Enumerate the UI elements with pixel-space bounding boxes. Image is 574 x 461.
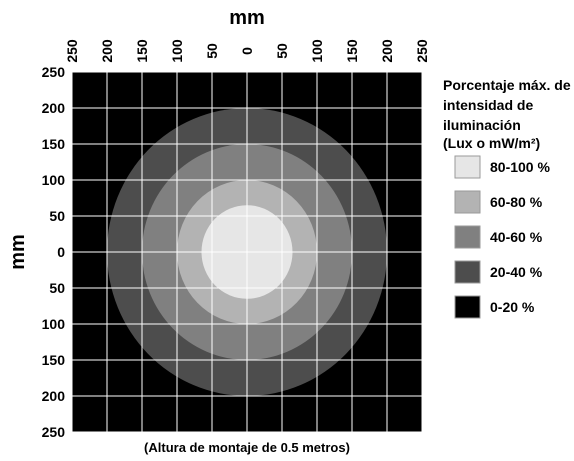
y-tick-label: 200 (42, 388, 66, 404)
y-tick-label: 150 (42, 136, 66, 152)
legend-swatch (454, 260, 481, 284)
legend-swatch (454, 295, 481, 319)
y-tick-label: 0 (57, 244, 65, 260)
legend-label: 40-60 % (490, 229, 543, 245)
x-tick-label: 250 (414, 39, 430, 63)
x-axis-title: mm (229, 7, 265, 29)
x-tick-labels: 250 200 150 100 50 0 50 100 150 200 250 (64, 39, 430, 63)
legend-title-line: intensidad de (443, 97, 533, 113)
x-tick-label: 150 (344, 39, 360, 63)
legend-label: 20-40 % (490, 264, 543, 280)
y-tick-label: 250 (42, 64, 66, 80)
y-tick-labels: 250 200 150 100 50 0 50 100 150 200 250 (42, 64, 66, 440)
y-tick-label: 50 (49, 280, 65, 296)
legend-swatch (454, 190, 481, 214)
x-tick-label: 50 (204, 43, 220, 59)
x-tick-label: 200 (379, 39, 395, 63)
legend-title-line: (Lux o mW/m²) (443, 135, 540, 151)
legend-swatch (454, 225, 481, 249)
x-tick-label: 200 (99, 39, 115, 63)
chart-caption: (Altura de montaje de 0.5 metros) (144, 440, 350, 455)
y-tick-label: 100 (42, 316, 66, 332)
legend-swatch (454, 155, 481, 179)
legend-label: 60-80 % (490, 194, 543, 210)
y-axis-title: mm (7, 234, 29, 270)
y-tick-label: 200 (42, 100, 66, 116)
grid-lines (71, 71, 423, 433)
legend-label: 0-20 % (490, 299, 535, 315)
x-tick-label: 150 (134, 39, 150, 63)
y-tick-label: 100 (42, 172, 66, 188)
legend-title-line: Porcentaje máx. de (443, 77, 571, 93)
y-tick-label: 50 (49, 208, 65, 224)
x-tick-label: 100 (309, 39, 325, 63)
x-tick-label: 100 (169, 39, 185, 63)
y-tick-label: 250 (42, 424, 66, 440)
x-tick-label: 0 (239, 47, 255, 55)
x-tick-label: 50 (274, 43, 290, 59)
legend-entries: 80-100 % 60-80 % 40-60 % 20-40 % 0-20 % (454, 155, 550, 319)
legend: Porcentaje máx. de intensidad de ilumina… (443, 77, 571, 319)
y-tick-label: 150 (42, 352, 66, 368)
x-tick-label: 250 (64, 39, 80, 63)
legend-label: 80-100 % (490, 159, 550, 175)
legend-title-line: iluminación (443, 117, 521, 133)
